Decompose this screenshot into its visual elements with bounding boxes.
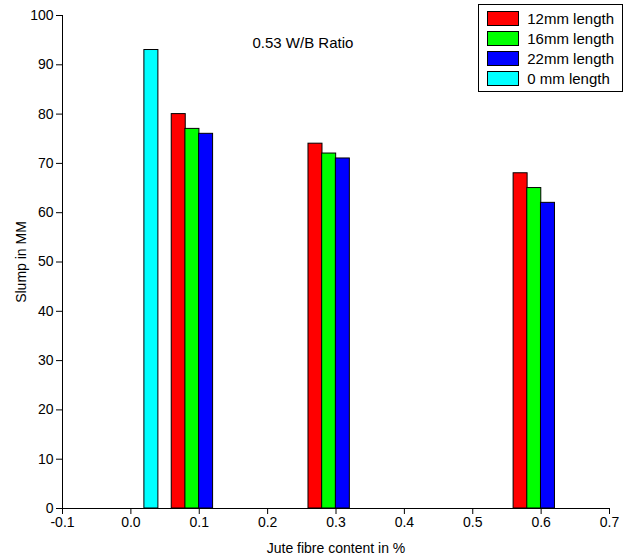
svg-text:Slump in MM: Slump in MM	[13, 221, 29, 303]
svg-text:0.7: 0.7	[600, 514, 620, 530]
svg-text:0.6: 0.6	[531, 514, 551, 530]
svg-text:30: 30	[38, 352, 54, 368]
svg-text:0.1: 0.1	[190, 514, 210, 530]
svg-text:70: 70	[38, 155, 54, 171]
svg-text:0.53 W/B Ratio: 0.53 W/B Ratio	[253, 34, 354, 51]
svg-text:Jute fibre content in %: Jute fibre content in %	[267, 540, 406, 556]
html-text:16mm length: 16mm length	[527, 29, 614, 47]
html-text:0 mm length: 0 mm length	[527, 69, 610, 87]
html-text:12mm length: 12mm length	[527, 9, 614, 27]
svg-text:100: 100	[30, 7, 54, 23]
svg-text:0: 0	[45, 500, 54, 516]
svg-text:80: 80	[38, 106, 54, 122]
svg-text:60: 60	[38, 204, 54, 220]
svg-text:90: 90	[38, 56, 54, 72]
svg-text:20: 20	[38, 401, 54, 417]
svg-text:0.4: 0.4	[395, 514, 415, 530]
svg-text:0.5: 0.5	[463, 514, 483, 530]
svg-text:50: 50	[38, 253, 54, 269]
svg-text:10: 10	[38, 451, 54, 467]
svg-text:0.0: 0.0	[121, 514, 141, 530]
svg-text:0.2: 0.2	[258, 514, 278, 530]
svg-text:40: 40	[38, 303, 54, 319]
svg-text:0.3: 0.3	[326, 514, 346, 530]
html-text:22mm length: 22mm length	[527, 49, 614, 67]
svg-text:-0.1: -0.1	[50, 514, 74, 530]
